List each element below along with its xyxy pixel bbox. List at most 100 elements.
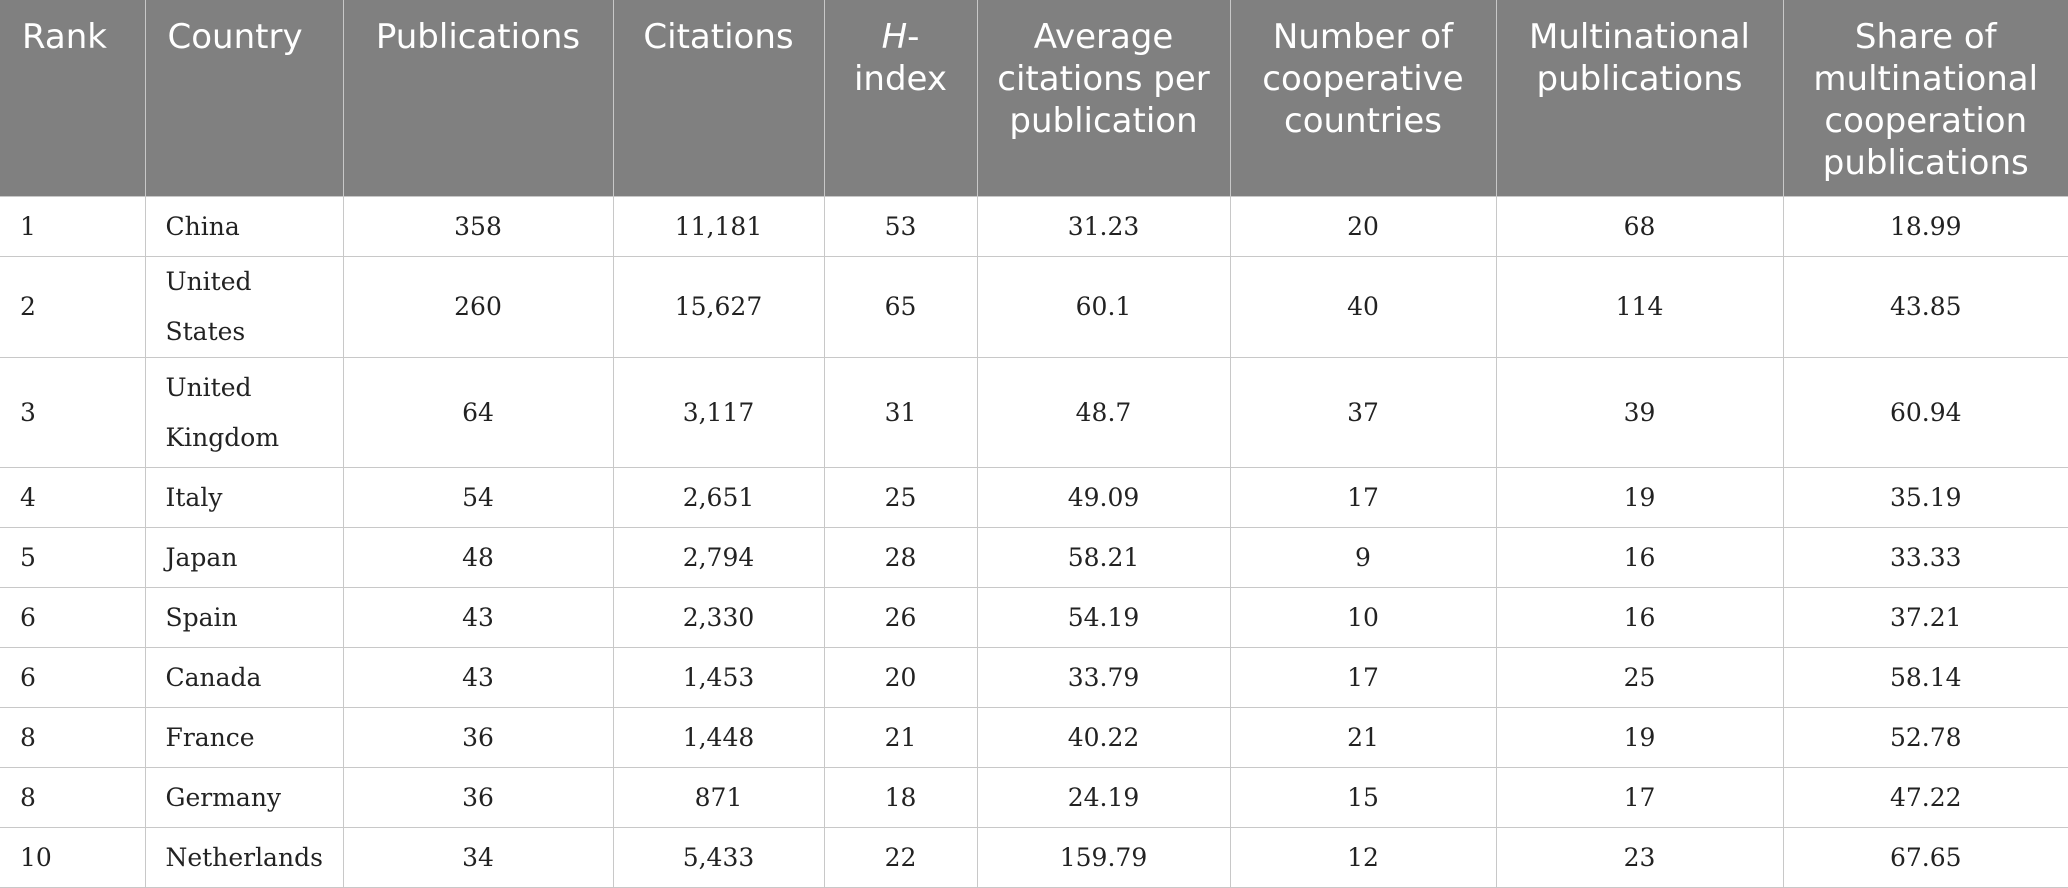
cell-average-citations: 24.19 bbox=[976, 767, 1231, 828]
cell-country: Italy bbox=[144, 467, 344, 528]
cell-average-citations: 60.1 bbox=[976, 256, 1231, 358]
cell-average-citations: 48.7 bbox=[976, 357, 1231, 468]
cell-cooperative-countries: 20 bbox=[1229, 196, 1497, 257]
cell-share-multinational: 67.65 bbox=[1782, 827, 2068, 888]
cell-h-index: 28 bbox=[823, 527, 978, 588]
cell-average-citations: 49.09 bbox=[976, 467, 1231, 528]
cell-rank: 8 bbox=[0, 707, 146, 768]
cell-publications: 43 bbox=[342, 647, 614, 708]
cell-cooperative-countries: 40 bbox=[1229, 256, 1497, 358]
header-h-index-prefix: H bbox=[881, 17, 908, 57]
cell-h-index: 26 bbox=[823, 587, 978, 648]
header-citations: Citations bbox=[612, 0, 824, 197]
cell-share-multinational: 33.33 bbox=[1782, 527, 2068, 588]
cell-share-multinational: 60.94 bbox=[1782, 357, 2068, 468]
cell-h-index: 22 bbox=[823, 827, 978, 888]
cell-cooperative-countries: 17 bbox=[1229, 647, 1497, 708]
cell-country: Germany bbox=[144, 767, 344, 828]
header-h-index: H-index bbox=[823, 0, 977, 197]
cell-rank: 2 bbox=[0, 256, 146, 358]
cell-multinational-publications: 16 bbox=[1495, 527, 1784, 588]
header-h-index-suffix: -index bbox=[853, 17, 948, 99]
header-average-citations: Average citations per publication bbox=[976, 0, 1230, 197]
cell-multinational-publications: 114 bbox=[1495, 256, 1784, 358]
cell-h-index: 18 bbox=[823, 767, 978, 828]
cell-rank: 10 bbox=[0, 827, 146, 888]
cell-country: Canada bbox=[144, 647, 344, 708]
cell-citations: 5,433 bbox=[612, 827, 825, 888]
cell-publications: 43 bbox=[342, 587, 614, 648]
cell-country: Spain bbox=[144, 587, 344, 648]
cell-multinational-publications: 68 bbox=[1495, 196, 1784, 257]
cell-country: United Kingdom bbox=[144, 357, 344, 468]
header-country: Country bbox=[144, 0, 343, 197]
cell-citations: 871 bbox=[612, 767, 825, 828]
cell-h-index: 25 bbox=[823, 467, 978, 528]
cell-multinational-publications: 17 bbox=[1495, 767, 1784, 828]
cell-citations: 1,448 bbox=[612, 707, 825, 768]
cell-average-citations: 58.21 bbox=[976, 527, 1231, 588]
cell-multinational-publications: 19 bbox=[1495, 467, 1784, 528]
cell-publications: 64 bbox=[342, 357, 614, 468]
cell-multinational-publications: 25 bbox=[1495, 647, 1784, 708]
cell-country: Netherlands bbox=[144, 827, 344, 888]
cell-average-citations: 54.19 bbox=[976, 587, 1231, 648]
table-header: Rank Country Publications Citations H-in… bbox=[0, 0, 2068, 197]
cell-h-index: 21 bbox=[823, 707, 978, 768]
cell-share-multinational: 43.85 bbox=[1782, 256, 2068, 358]
cell-citations: 2,330 bbox=[612, 587, 825, 648]
cell-country: United States bbox=[144, 256, 344, 358]
cell-multinational-publications: 16 bbox=[1495, 587, 1784, 648]
cell-average-citations: 31.23 bbox=[976, 196, 1231, 257]
cell-publications: 48 bbox=[342, 527, 614, 588]
cell-share-multinational: 47.22 bbox=[1782, 767, 2068, 828]
cell-rank: 6 bbox=[0, 587, 146, 648]
cell-publications: 260 bbox=[342, 256, 614, 358]
cell-multinational-publications: 23 bbox=[1495, 827, 1784, 888]
cell-cooperative-countries: 10 bbox=[1229, 587, 1497, 648]
cell-citations: 2,651 bbox=[612, 467, 825, 528]
cell-publications: 36 bbox=[342, 707, 614, 768]
cell-rank: 1 bbox=[0, 196, 146, 257]
cell-citations: 1,453 bbox=[612, 647, 825, 708]
table-body: 1 China 358 11,181 53 31.23 20 68 18.99 … bbox=[0, 196, 2068, 888]
table-row: 3 United Kingdom 64 3,117 31 48.7 37 39 … bbox=[0, 357, 2068, 468]
cell-cooperative-countries: 15 bbox=[1229, 767, 1497, 828]
cell-citations: 2,794 bbox=[612, 527, 825, 588]
table-row: 1 China 358 11,181 53 31.23 20 68 18.99 bbox=[0, 196, 2068, 257]
cell-publications: 54 bbox=[342, 467, 614, 528]
header-share-multinational: Share of multinational cooperation publi… bbox=[1782, 0, 2068, 197]
cell-rank: 5 bbox=[0, 527, 146, 588]
cell-publications: 358 bbox=[342, 196, 614, 257]
cell-h-index: 20 bbox=[823, 647, 978, 708]
cell-citations: 3,117 bbox=[612, 357, 825, 468]
cell-cooperative-countries: 17 bbox=[1229, 467, 1497, 528]
cell-share-multinational: 35.19 bbox=[1782, 467, 2068, 528]
table-row: 6 Spain 43 2,330 26 54.19 10 16 37.21 bbox=[0, 587, 2068, 648]
header-row: Rank Country Publications Citations H-in… bbox=[0, 0, 2068, 197]
cell-h-index: 31 bbox=[823, 357, 978, 468]
table-row: 4 Italy 54 2,651 25 49.09 17 19 35.19 bbox=[0, 467, 2068, 528]
header-publications: Publications bbox=[342, 0, 613, 197]
cell-publications: 36 bbox=[342, 767, 614, 828]
cell-h-index: 65 bbox=[823, 256, 978, 358]
table-row: 10 Netherlands 34 5,433 22 159.79 12 23 … bbox=[0, 827, 2068, 888]
cell-multinational-publications: 19 bbox=[1495, 707, 1784, 768]
cell-share-multinational: 58.14 bbox=[1782, 647, 2068, 708]
cell-cooperative-countries: 37 bbox=[1229, 357, 1497, 468]
table-row: 8 Germany 36 871 18 24.19 15 17 47.22 bbox=[0, 767, 2068, 828]
table-row: 8 France 36 1,448 21 40.22 21 19 52.78 bbox=[0, 707, 2068, 768]
cell-cooperative-countries: 9 bbox=[1229, 527, 1497, 588]
cell-multinational-publications: 39 bbox=[1495, 357, 1784, 468]
cell-share-multinational: 18.99 bbox=[1782, 196, 2068, 257]
cell-citations: 15,627 bbox=[612, 256, 825, 358]
cell-rank: 4 bbox=[0, 467, 146, 528]
cell-share-multinational: 37.21 bbox=[1782, 587, 2068, 648]
cell-country: China bbox=[144, 196, 344, 257]
cell-country: Japan bbox=[144, 527, 344, 588]
header-multinational-publications: Multinational publications bbox=[1495, 0, 1783, 197]
cell-citations: 11,181 bbox=[612, 196, 825, 257]
cell-cooperative-countries: 21 bbox=[1229, 707, 1497, 768]
table-row: 5 Japan 48 2,794 28 58.21 9 16 33.33 bbox=[0, 527, 2068, 588]
